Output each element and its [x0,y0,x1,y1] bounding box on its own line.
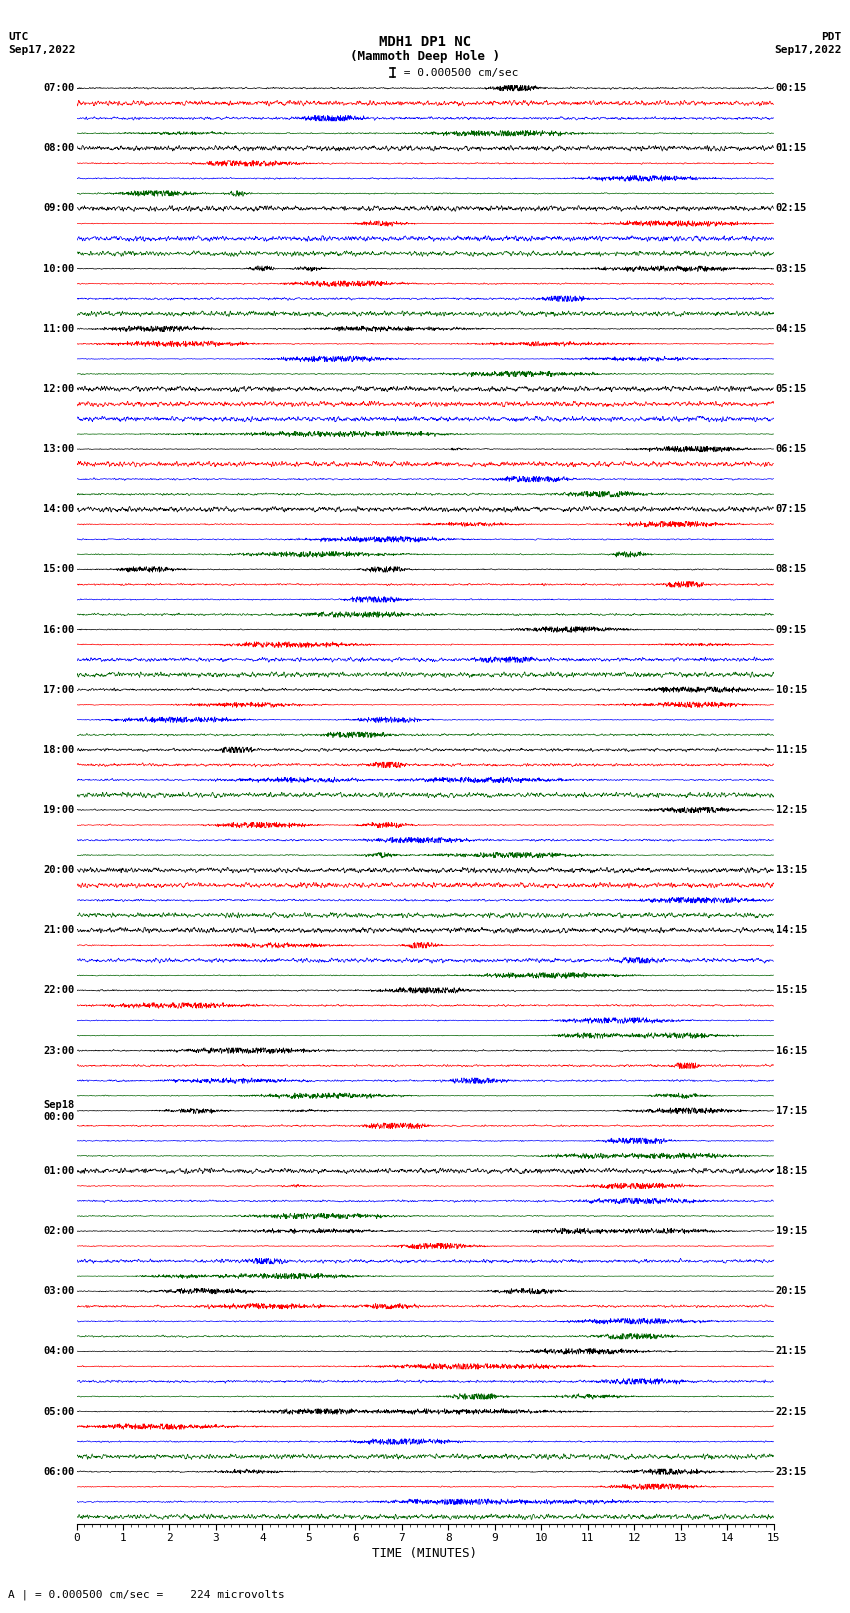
Text: 01:00: 01:00 [43,1166,75,1176]
Text: 00:15: 00:15 [775,84,807,94]
Text: 17:15: 17:15 [775,1107,807,1116]
Text: 07:00: 07:00 [43,84,75,94]
Text: 12:00: 12:00 [43,384,75,394]
Text: 02:00: 02:00 [43,1226,75,1236]
Text: 05:00: 05:00 [43,1407,75,1416]
Text: 07:15: 07:15 [775,505,807,515]
Text: 20:00: 20:00 [43,865,75,876]
Text: 03:00: 03:00 [43,1286,75,1297]
Text: 10:15: 10:15 [775,684,807,695]
Text: 20:15: 20:15 [775,1286,807,1297]
Text: Sep17,2022: Sep17,2022 [8,45,76,55]
Text: 22:15: 22:15 [775,1407,807,1416]
Text: 21:15: 21:15 [775,1347,807,1357]
Text: 06:15: 06:15 [775,444,807,455]
Text: 03:15: 03:15 [775,263,807,274]
Text: 13:00: 13:00 [43,444,75,455]
Text: 16:00: 16:00 [43,624,75,634]
Text: 12:15: 12:15 [775,805,807,815]
Text: 01:15: 01:15 [775,144,807,153]
Text: MDH1 DP1 NC: MDH1 DP1 NC [379,35,471,50]
X-axis label: TIME (MINUTES): TIME (MINUTES) [372,1547,478,1560]
Text: 21:00: 21:00 [43,926,75,936]
Text: 16:15: 16:15 [775,1045,807,1055]
Text: 02:15: 02:15 [775,203,807,213]
Text: 13:15: 13:15 [775,865,807,876]
Text: 05:15: 05:15 [775,384,807,394]
Text: 04:15: 04:15 [775,324,807,334]
Text: 18:15: 18:15 [775,1166,807,1176]
Text: 22:00: 22:00 [43,986,75,995]
Text: Sep17,2022: Sep17,2022 [774,45,842,55]
Text: 19:00: 19:00 [43,805,75,815]
Text: (Mammoth Deep Hole ): (Mammoth Deep Hole ) [350,50,500,63]
Text: 14:00: 14:00 [43,505,75,515]
Text: 17:00: 17:00 [43,684,75,695]
Text: 09:15: 09:15 [775,624,807,634]
Text: 23:15: 23:15 [775,1466,807,1476]
Text: 11:00: 11:00 [43,324,75,334]
Text: UTC: UTC [8,32,29,42]
Text: Sep18
00:00: Sep18 00:00 [43,1100,75,1121]
Text: 04:00: 04:00 [43,1347,75,1357]
Text: 10:00: 10:00 [43,263,75,274]
Text: = 0.000500 cm/sec: = 0.000500 cm/sec [397,68,518,77]
Text: 06:00: 06:00 [43,1466,75,1476]
Text: 08:15: 08:15 [775,565,807,574]
Text: PDT: PDT [821,32,842,42]
Text: 19:15: 19:15 [775,1226,807,1236]
Text: 14:15: 14:15 [775,926,807,936]
Text: 08:00: 08:00 [43,144,75,153]
Text: 18:00: 18:00 [43,745,75,755]
Text: 15:00: 15:00 [43,565,75,574]
Text: 23:00: 23:00 [43,1045,75,1055]
Text: 09:00: 09:00 [43,203,75,213]
Text: 15:15: 15:15 [775,986,807,995]
Text: 11:15: 11:15 [775,745,807,755]
Text: A | = 0.000500 cm/sec =    224 microvolts: A | = 0.000500 cm/sec = 224 microvolts [8,1589,286,1600]
